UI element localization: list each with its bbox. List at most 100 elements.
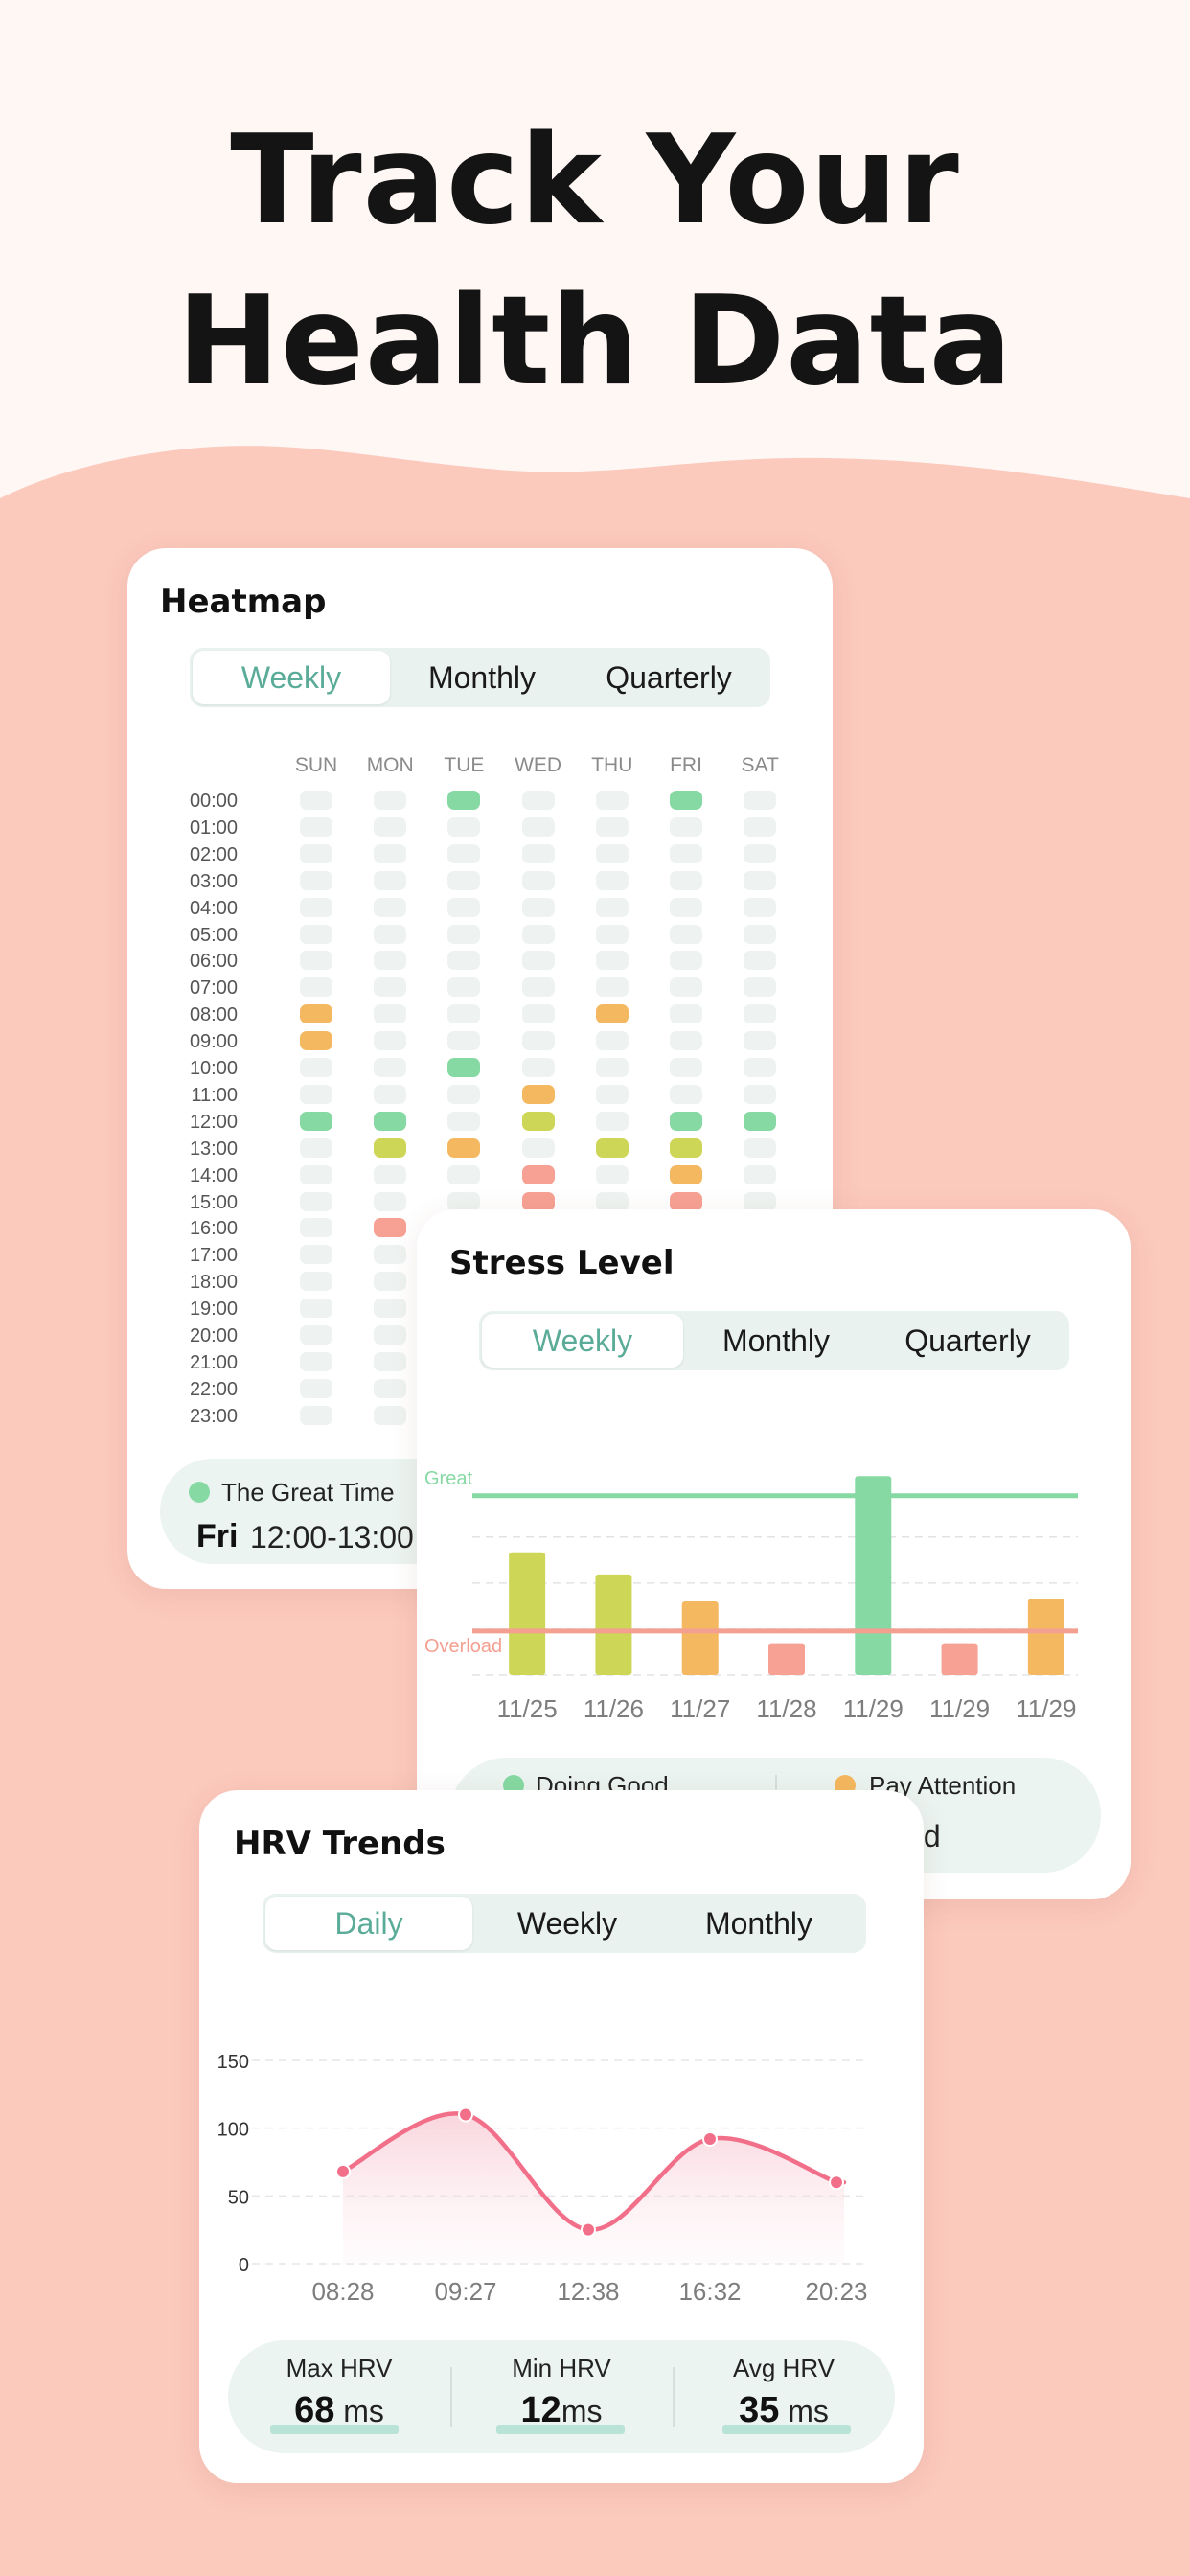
- heatmap-cell[interactable]: [300, 1058, 332, 1077]
- heatmap-cell[interactable]: [374, 1405, 407, 1425]
- heatmap-cell[interactable]: [447, 1164, 481, 1184]
- heatmap-cell[interactable]: [447, 951, 481, 971]
- heatmap-cell[interactable]: [744, 1138, 777, 1158]
- heatmap-cell[interactable]: [595, 1031, 629, 1051]
- heatmap-cell[interactable]: [595, 978, 629, 998]
- heatmap-cell[interactable]: [670, 870, 702, 890]
- heatmap-cell[interactable]: [300, 897, 332, 917]
- heatmap-cell[interactable]: [744, 870, 777, 890]
- heatmap-cell[interactable]: [374, 791, 407, 810]
- heatmap-cell[interactable]: [374, 951, 407, 971]
- heatmap-cell[interactable]: [670, 1084, 702, 1104]
- heatmap-cell[interactable]: [374, 1084, 407, 1104]
- heatmap-cell[interactable]: [374, 1378, 407, 1398]
- heatmap-cell[interactable]: [300, 1004, 332, 1024]
- heatmap-cell[interactable]: [595, 1084, 629, 1104]
- heatmap-cell[interactable]: [670, 924, 702, 944]
- heatmap-cell[interactable]: [744, 1058, 777, 1077]
- heatmap-cell[interactable]: [521, 1138, 555, 1158]
- heatmap-cell[interactable]: [595, 951, 629, 971]
- heatmap-cell[interactable]: [374, 924, 407, 944]
- heatmap-cell[interactable]: [300, 1031, 332, 1051]
- heatmap-cell[interactable]: [300, 791, 332, 810]
- heatmap-cell[interactable]: [744, 1111, 777, 1131]
- heatmap-cell[interactable]: [521, 1058, 555, 1077]
- heatmap-cell[interactable]: [374, 843, 407, 863]
- heatmap-cell[interactable]: [744, 1004, 777, 1024]
- heatmap-cell[interactable]: [447, 1004, 481, 1024]
- heatmap-cell[interactable]: [374, 897, 407, 917]
- heatmap-cell[interactable]: [670, 951, 702, 971]
- heatmap-cell[interactable]: [521, 1111, 555, 1131]
- heatmap-cell[interactable]: [447, 791, 481, 810]
- heatmap-cell[interactable]: [595, 1191, 629, 1211]
- tab-quarterly[interactable]: Quarterly: [904, 1323, 1031, 1358]
- heatmap-cell[interactable]: [744, 1084, 777, 1104]
- heatmap-cell[interactable]: [374, 1138, 407, 1158]
- heatmap-cell[interactable]: [744, 1164, 777, 1184]
- heatmap-cell[interactable]: [374, 870, 407, 890]
- heatmap-cell[interactable]: [374, 1058, 407, 1077]
- heatmap-cell[interactable]: [300, 1245, 332, 1265]
- heatmap-cell[interactable]: [300, 1138, 332, 1158]
- tab-daily[interactable]: Daily: [265, 1897, 472, 1950]
- heatmap-cell[interactable]: [374, 1299, 407, 1319]
- heatmap-cell[interactable]: [670, 1191, 702, 1211]
- heatmap-cell[interactable]: [300, 978, 332, 998]
- heatmap-cell[interactable]: [521, 816, 555, 837]
- heatmap-cell[interactable]: [521, 978, 555, 998]
- heatmap-cell[interactable]: [744, 951, 777, 971]
- tab-monthly[interactable]: Monthly: [427, 660, 537, 695]
- heatmap-cell[interactable]: [447, 897, 481, 917]
- heatmap-cell[interactable]: [374, 1191, 407, 1211]
- heatmap-cell[interactable]: [595, 897, 629, 917]
- heatmap-cell[interactable]: [374, 1004, 407, 1024]
- heatmap-cell[interactable]: [300, 870, 332, 890]
- heatmap-cell[interactable]: [521, 924, 555, 944]
- heatmap-cell[interactable]: [374, 1272, 407, 1292]
- heatmap-cell[interactable]: [670, 1031, 702, 1051]
- heatmap-cell[interactable]: [670, 897, 702, 917]
- heatmap-cell[interactable]: [595, 816, 629, 837]
- heatmap-cell[interactable]: [447, 1191, 481, 1211]
- heatmap-cell[interactable]: [670, 1138, 702, 1158]
- heatmap-cell[interactable]: [521, 1031, 555, 1051]
- heatmap-cell[interactable]: [744, 924, 777, 944]
- heatmap-cell[interactable]: [670, 843, 702, 863]
- tab-weekly[interactable]: Weekly: [482, 1314, 683, 1368]
- heatmap-cell[interactable]: [744, 791, 777, 810]
- heatmap-cell[interactable]: [447, 1058, 481, 1077]
- heatmap-cell[interactable]: [447, 1111, 481, 1131]
- heatmap-cell[interactable]: [300, 1299, 332, 1319]
- heatmap-cell[interactable]: [374, 816, 407, 837]
- heatmap-cell[interactable]: [300, 1325, 332, 1345]
- heatmap-cell[interactable]: [670, 816, 702, 837]
- heatmap-cell[interactable]: [374, 1031, 407, 1051]
- heatmap-cell[interactable]: [521, 1004, 555, 1024]
- heatmap-cell[interactable]: [670, 1058, 702, 1077]
- heatmap-cell[interactable]: [447, 843, 481, 863]
- heatmap-cell[interactable]: [595, 924, 629, 944]
- heatmap-cell[interactable]: [744, 816, 777, 837]
- heatmap-cell[interactable]: [670, 1164, 702, 1184]
- heatmap-cell[interactable]: [447, 870, 481, 890]
- heatmap-cell[interactable]: [447, 816, 481, 837]
- heatmap-cell[interactable]: [521, 870, 555, 890]
- tab-weekly[interactable]: Weekly: [516, 1906, 618, 1941]
- tab-weekly[interactable]: Weekly: [193, 651, 390, 704]
- heatmap-cell[interactable]: [374, 978, 407, 998]
- heatmap-cell[interactable]: [300, 843, 332, 863]
- heatmap-cell[interactable]: [300, 1272, 332, 1292]
- heatmap-cell[interactable]: [374, 1245, 407, 1265]
- heatmap-cell[interactable]: [595, 1004, 629, 1024]
- heatmap-cell[interactable]: [744, 843, 777, 863]
- heatmap-cell[interactable]: [521, 897, 555, 917]
- heatmap-cell[interactable]: [300, 1378, 332, 1398]
- heatmap-cell[interactable]: [670, 1111, 702, 1131]
- heatmap-cell[interactable]: [447, 978, 481, 998]
- heatmap-cell[interactable]: [300, 1218, 332, 1238]
- heatmap-cell[interactable]: [300, 924, 332, 944]
- heatmap-cell[interactable]: [521, 1164, 555, 1184]
- heatmap-cell[interactable]: [447, 1138, 481, 1158]
- heatmap-cell[interactable]: [744, 978, 777, 998]
